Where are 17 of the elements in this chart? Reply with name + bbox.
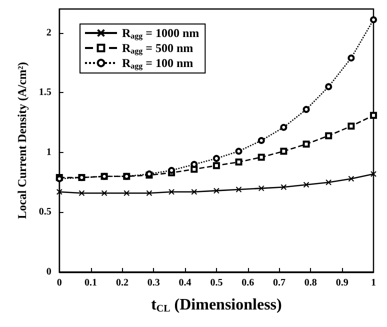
x-tick-label: 0.1 <box>84 278 98 288</box>
y-tick-label: 2 <box>46 27 52 38</box>
x-tick-label: 0.6 <box>242 278 254 288</box>
x-tick-label: 0.2 <box>116 278 128 288</box>
y-tick-label: 1 <box>46 146 52 158</box>
x-tick-label: 1 <box>371 278 376 288</box>
x-tick-label: 0.8 <box>304 278 317 288</box>
x-tick-label: 0.5 <box>210 278 223 288</box>
y-tick-label: 0 <box>46 266 52 278</box>
y-tick-label: 0.5 <box>38 206 52 218</box>
y-tick-label: 1.5 <box>38 87 52 98</box>
x-tick-label: 0 <box>56 278 62 288</box>
x-tick-label: 0.4 <box>178 278 192 288</box>
y-axis-title: Local Current Density (A/cm²) <box>15 62 29 220</box>
x-tick-label: 0.7 <box>273 278 286 288</box>
x-tick-label: 0.9 <box>336 278 348 288</box>
x-tick-label: 0.3 <box>147 278 160 288</box>
